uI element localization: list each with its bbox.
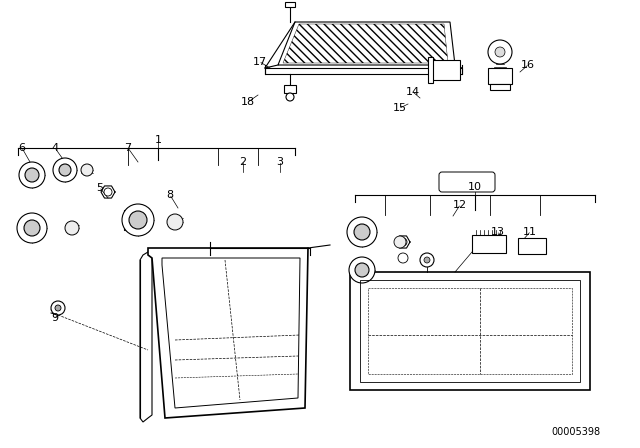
Text: 5: 5 bbox=[97, 183, 104, 193]
Text: 3: 3 bbox=[276, 157, 284, 167]
Circle shape bbox=[122, 204, 154, 236]
FancyBboxPatch shape bbox=[472, 235, 506, 253]
Bar bbox=[350, 223, 362, 241]
Circle shape bbox=[420, 253, 434, 267]
Text: 13: 13 bbox=[491, 227, 505, 237]
Bar bbox=[124, 211, 138, 229]
Circle shape bbox=[17, 213, 47, 243]
Circle shape bbox=[488, 40, 512, 64]
Circle shape bbox=[355, 263, 369, 277]
Bar bbox=[20, 219, 32, 237]
Polygon shape bbox=[140, 252, 152, 422]
Circle shape bbox=[167, 214, 183, 230]
Text: 11: 11 bbox=[523, 227, 537, 237]
Text: 15: 15 bbox=[393, 103, 407, 113]
Circle shape bbox=[354, 224, 370, 240]
Circle shape bbox=[495, 47, 505, 57]
Bar bbox=[22, 167, 32, 183]
Circle shape bbox=[349, 257, 375, 283]
Circle shape bbox=[394, 236, 406, 248]
Text: 7: 7 bbox=[124, 143, 132, 153]
Circle shape bbox=[347, 217, 377, 247]
Polygon shape bbox=[265, 68, 462, 74]
Circle shape bbox=[25, 168, 39, 182]
Text: 6: 6 bbox=[19, 143, 26, 153]
Circle shape bbox=[424, 257, 430, 263]
Circle shape bbox=[81, 164, 93, 176]
Circle shape bbox=[51, 301, 65, 315]
Circle shape bbox=[59, 164, 71, 176]
Text: 00005398: 00005398 bbox=[551, 427, 600, 437]
Circle shape bbox=[53, 158, 77, 182]
Circle shape bbox=[286, 93, 294, 101]
Text: 1: 1 bbox=[154, 135, 161, 145]
Text: 16: 16 bbox=[521, 60, 535, 70]
Circle shape bbox=[398, 253, 408, 263]
Circle shape bbox=[19, 162, 45, 188]
Polygon shape bbox=[350, 272, 590, 390]
Circle shape bbox=[399, 238, 407, 246]
Bar bbox=[285, 2, 295, 7]
Circle shape bbox=[129, 211, 147, 229]
Text: 8: 8 bbox=[166, 190, 173, 200]
Bar bbox=[490, 84, 510, 90]
Text: 4: 4 bbox=[51, 143, 59, 153]
FancyBboxPatch shape bbox=[439, 172, 495, 192]
Circle shape bbox=[24, 220, 40, 236]
Circle shape bbox=[65, 221, 79, 235]
Bar bbox=[488, 68, 512, 84]
Polygon shape bbox=[148, 248, 308, 418]
Bar bbox=[428, 57, 433, 83]
FancyBboxPatch shape bbox=[518, 238, 546, 254]
Bar bbox=[352, 262, 362, 278]
Text: 10: 10 bbox=[468, 182, 482, 192]
Text: 14: 14 bbox=[406, 87, 420, 97]
Text: 12: 12 bbox=[453, 200, 467, 210]
Bar bbox=[430, 60, 460, 80]
Text: 18: 18 bbox=[241, 97, 255, 107]
Text: 17: 17 bbox=[253, 57, 267, 67]
Polygon shape bbox=[278, 22, 455, 65]
Text: 9: 9 bbox=[51, 313, 59, 323]
Bar bbox=[284, 85, 296, 93]
Circle shape bbox=[55, 305, 61, 311]
Circle shape bbox=[104, 188, 112, 196]
Text: 2: 2 bbox=[239, 157, 246, 167]
